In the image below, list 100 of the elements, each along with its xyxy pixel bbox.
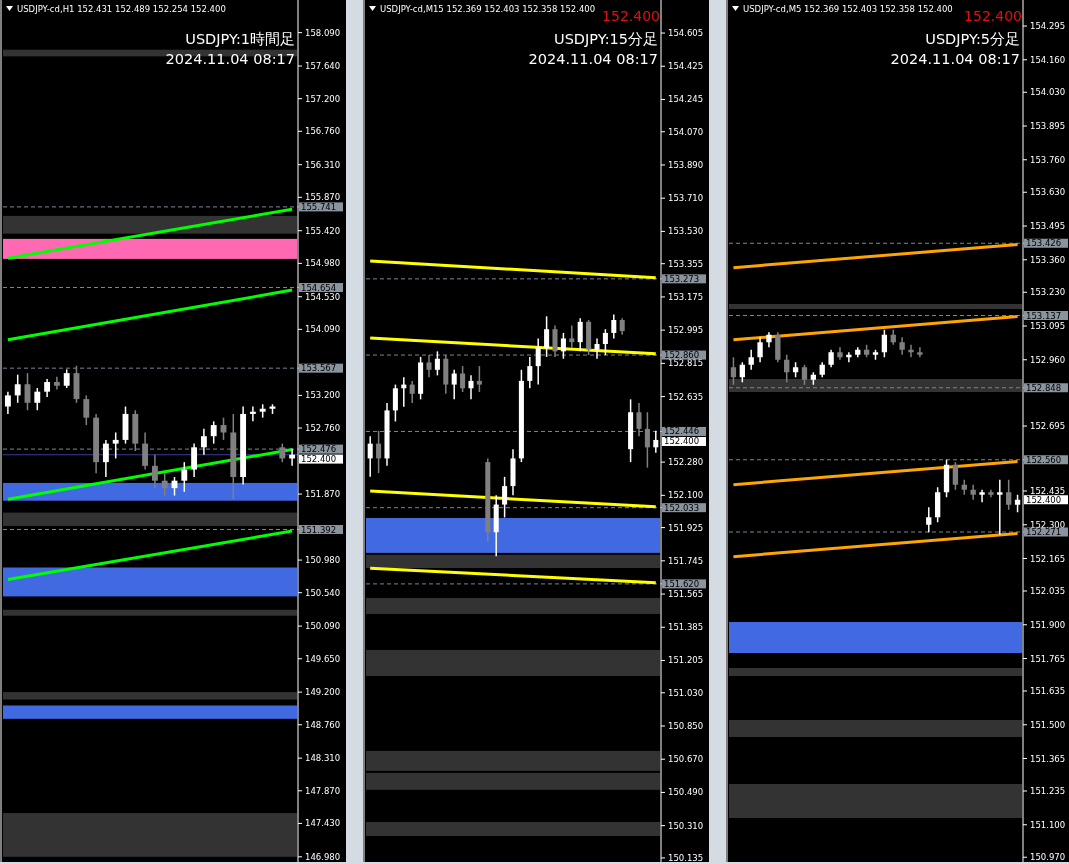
y-tick-label: 150.490 [668, 787, 704, 798]
ref-line-label: 152.033 [664, 502, 700, 513]
text: 2024.11.04 08:17 [890, 51, 1020, 67]
y-tick-label: 154.530 [305, 291, 341, 302]
y-tick-label: 150.980 [305, 555, 341, 566]
text: 2024.11.04 08:17 [528, 51, 658, 67]
text: USDJPY:5分足 [925, 31, 1020, 47]
y-tick-label: 149.650 [305, 653, 341, 664]
ref-line-label: 152.400 [301, 454, 337, 465]
ref-line-label: 155.741 [301, 201, 337, 212]
text: 152.400 [1026, 494, 1062, 505]
y-tick-label: 154.090 [305, 324, 341, 335]
y-tick-label: 147.430 [305, 818, 341, 829]
y-tick-label: 152.165 [1030, 553, 1066, 564]
ref-line-label: 152.271 [1026, 527, 1062, 537]
text: 2024.11.04 08:17 [165, 51, 295, 67]
ref-line-label: 152.446 [664, 426, 700, 437]
y-tick-label: 154.070 [668, 126, 704, 137]
y-tick-label: 154.245 [668, 94, 704, 105]
y-tick-label: 151.030 [668, 687, 704, 698]
y-tick-label: 152.435 [1030, 486, 1066, 496]
ref-line-label: 152.848 [1026, 382, 1062, 393]
y-tick-label: 157.640 [305, 61, 341, 72]
ref-line-label: 151.392 [301, 524, 337, 535]
annotation: USDJPY-cd,M15 152.369 152.403 152.358 152.400 [380, 4, 596, 14]
ref-line-label: 153.137 [1026, 310, 1062, 321]
y-tick-label: 152.760 [305, 423, 341, 434]
y-tick-label: 158.090 [305, 27, 341, 38]
y-tick-label: 153.095 [1030, 321, 1066, 331]
y-tick-label: 150.540 [305, 587, 341, 598]
y-tick-label: 154.030 [1030, 87, 1066, 98]
y-tick-label: 151.205 [668, 655, 704, 666]
y-tick-label: 151.365 [1030, 753, 1066, 764]
y-tick-label: 152.280 [668, 457, 704, 468]
y-tick-label: 150.850 [668, 720, 704, 731]
y-tick-label: 157.200 [305, 93, 341, 104]
ref-line-label: 153.567 [301, 363, 337, 374]
y-tick-label: 147.870 [305, 785, 341, 796]
y-tick-label: 153.630 [1030, 187, 1066, 198]
y-tick-label: 155.420 [305, 225, 341, 236]
y-tick-label: 151.235 [1030, 786, 1066, 796]
y-tick-label: 155.870 [305, 192, 341, 203]
ref-line-label: 154.654 [301, 282, 337, 293]
y-tick-label: 154.425 [668, 61, 704, 72]
y-tick-label: 151.100 [1030, 819, 1066, 830]
y-tick-label: 153.530 [668, 226, 704, 237]
y-tick-label: 151.385 [668, 622, 704, 633]
y-tick-label: 151.870 [305, 489, 341, 500]
y-tick-label: 151.565 [668, 589, 704, 600]
y-tick-label: 148.760 [305, 719, 341, 730]
y-tick-label: 151.765 [1030, 653, 1066, 664]
y-tick-label: 151.745 [668, 555, 704, 566]
ref-line-label: 152.860 [664, 350, 700, 361]
y-tick-label: 152.100 [668, 490, 704, 501]
y-tick-label: 150.670 [668, 754, 704, 765]
y-tick-label: 154.980 [305, 258, 341, 269]
y-tick-label: 150.135 [668, 852, 704, 863]
y-tick-label: 150.970 [1030, 852, 1066, 863]
annotation: USDJPY-cd,M5 152.369 152.403 152.358 152.400 [743, 4, 953, 14]
y-tick-label: 153.230 [1030, 287, 1066, 298]
text: USDJPY:1時間足 [185, 31, 295, 47]
ref-line-label: 153.273 [664, 273, 700, 284]
annotation: USDJPY-cd,H1 152.431 152.489 152.254 152.400 [17, 4, 226, 14]
ref-line-label: 152.476 [301, 444, 337, 455]
y-tick-label: 153.360 [1030, 254, 1066, 265]
y-tick-label: 151.635 [1030, 686, 1066, 696]
y-tick-label: 154.605 [668, 28, 704, 39]
y-tick-label: 156.310 [305, 159, 341, 170]
annotation: 152.400 [602, 8, 660, 24]
y-tick-label: 153.890 [668, 159, 704, 170]
y-tick-label: 152.815 [668, 358, 704, 369]
y-tick-label: 149.200 [305, 687, 341, 698]
y-tick-label: 153.895 [1030, 121, 1066, 131]
y-tick-label: 146.980 [305, 851, 341, 862]
y-tick-label: 153.760 [1030, 154, 1066, 165]
y-tick-label: 150.090 [305, 621, 341, 632]
y-tick-label: 152.035 [1030, 586, 1066, 596]
y-tick-label: 151.500 [1030, 719, 1066, 730]
y-tick-label: 153.175 [668, 291, 704, 302]
y-tick-label: 153.200 [305, 390, 341, 401]
y-tick-label: 153.495 [1030, 221, 1066, 231]
y-tick-label: 152.995 [668, 325, 704, 336]
y-tick-label: 152.300 [1030, 519, 1066, 530]
ref-line-label: 153.426 [1026, 238, 1062, 249]
y-tick-label: 151.900 [1030, 619, 1066, 630]
y-tick-label: 150.310 [668, 820, 704, 831]
y-tick-label: 156.760 [305, 126, 341, 137]
y-tick-label: 152.695 [1030, 421, 1066, 431]
y-tick-label: 152.960 [1030, 354, 1066, 365]
y-tick-label: 151.925 [668, 522, 704, 533]
y-tick-label: 154.295 [1030, 21, 1066, 31]
y-tick-label: 152.635 [668, 391, 704, 402]
text: USDJPY:15分足 [554, 31, 658, 47]
y-tick-label: 153.710 [668, 193, 704, 204]
y-tick-label: 153.355 [668, 258, 704, 269]
ref-line-label: 151.620 [664, 578, 700, 589]
ref-line-label: 152.560 [1026, 454, 1062, 465]
y-tick-label: 154.160 [1030, 54, 1066, 65]
annotation: 152.400 [964, 8, 1022, 24]
text: 152.400 [664, 436, 700, 447]
